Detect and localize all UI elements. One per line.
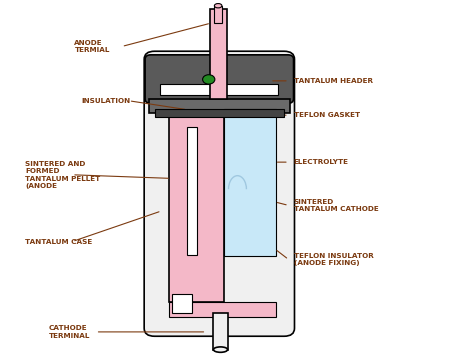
- Text: TANTALUM CASE: TANTALUM CASE: [25, 238, 92, 245]
- Bar: [210, 9, 227, 99]
- Text: CATHODE
TERMINAL: CATHODE TERMINAL: [48, 325, 90, 339]
- Text: SINTERED
TANTALUM CATHODE: SINTERED TANTALUM CATHODE: [293, 199, 378, 212]
- Text: ELECTROLYTE: ELECTROLYTE: [293, 159, 348, 165]
- FancyBboxPatch shape: [144, 51, 294, 336]
- Text: INSULATION: INSULATION: [82, 98, 131, 104]
- Bar: [155, 109, 284, 117]
- Ellipse shape: [214, 4, 222, 8]
- Bar: [173, 294, 192, 313]
- Bar: [149, 99, 290, 112]
- Text: SINTERED AND
FORMED
TANTALUM PELLET
(ANODE: SINTERED AND FORMED TANTALUM PELLET (ANO…: [25, 161, 100, 189]
- Circle shape: [202, 75, 215, 84]
- Bar: [214, 6, 222, 23]
- Ellipse shape: [213, 347, 228, 352]
- Bar: [224, 109, 276, 115]
- Text: ANODE
TERMIAL: ANODE TERMIAL: [74, 40, 110, 53]
- Bar: [187, 127, 197, 255]
- Bar: [213, 313, 228, 349]
- Text: TEFLON INSULATOR
(ANODE FIXING): TEFLON INSULATOR (ANODE FIXING): [293, 253, 374, 266]
- Bar: [160, 84, 278, 95]
- Bar: [224, 115, 276, 256]
- Bar: [169, 302, 276, 317]
- Bar: [169, 114, 224, 302]
- Text: TANTALUM HEADER: TANTALUM HEADER: [293, 78, 373, 84]
- FancyBboxPatch shape: [145, 55, 293, 103]
- Text: TEFLON GASKET: TEFLON GASKET: [293, 112, 360, 118]
